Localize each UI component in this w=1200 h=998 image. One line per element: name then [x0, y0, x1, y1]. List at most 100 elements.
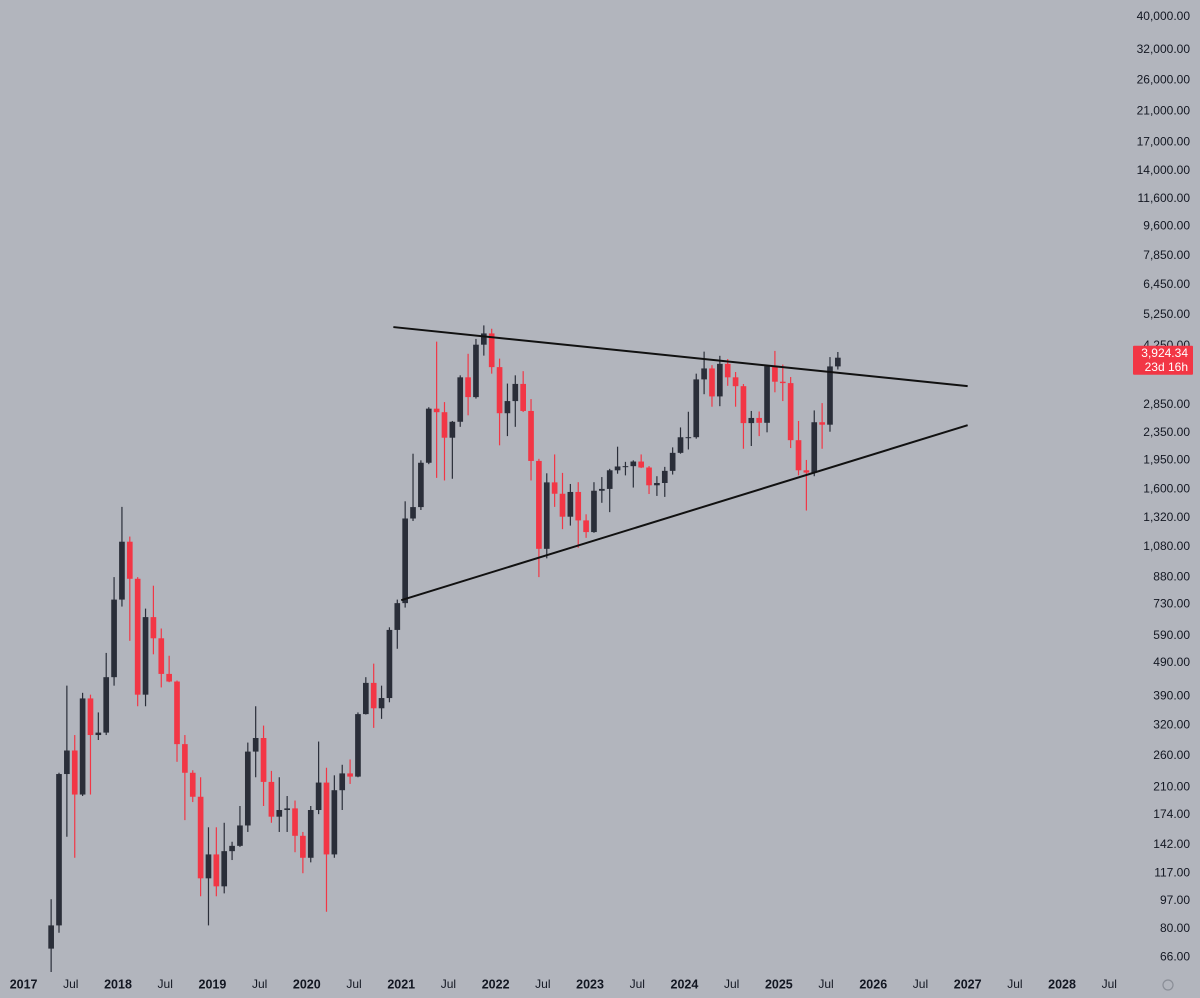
y-tick-label: 1,320.00 — [1143, 510, 1190, 524]
candle-body — [189, 772, 196, 797]
candle-body — [520, 383, 526, 411]
settings-icon[interactable] — [1162, 979, 1174, 991]
candle-body — [575, 491, 582, 521]
candle-body — [614, 466, 621, 471]
y-tick-label: 97.00 — [1160, 893, 1190, 907]
x-tick-label: 2026 — [859, 977, 887, 991]
candle-body — [543, 482, 550, 549]
candle-body — [488, 333, 495, 368]
candle-body — [701, 368, 707, 380]
candle-body — [787, 383, 794, 441]
candle-body — [480, 333, 487, 345]
y-tick-label: 26,000.00 — [1137, 72, 1191, 86]
candle-body — [465, 377, 471, 398]
candle-body — [709, 368, 715, 397]
candle-body — [276, 810, 283, 817]
y-tick-label: 260.00 — [1153, 748, 1190, 762]
candle-body — [685, 437, 692, 439]
candle-body — [410, 507, 416, 519]
candle-body — [142, 617, 149, 695]
y-tick-label: 590.00 — [1153, 628, 1190, 642]
candle-body — [638, 461, 645, 468]
y-tick-label: 1,600.00 — [1143, 482, 1190, 496]
y-tick-label: 11,600.00 — [1138, 191, 1191, 205]
candle-body — [551, 482, 558, 494]
y-tick-label: 490.00 — [1153, 655, 1190, 669]
y-tick-label: 142.00 — [1153, 837, 1190, 851]
y-tick-label: 80.00 — [1160, 921, 1190, 935]
x-tick-label: Jul — [1102, 977, 1117, 991]
candle-body — [567, 491, 574, 517]
candle-body — [323, 782, 330, 855]
candle-body — [772, 366, 778, 382]
x-tick-label: Jul — [1007, 977, 1022, 991]
candle-body — [669, 452, 676, 471]
plot-area — [48, 325, 968, 972]
candle-body — [347, 773, 353, 777]
candle-body — [441, 412, 448, 438]
candle-body — [315, 782, 322, 811]
y-tick-label: 40,000.00 — [1137, 9, 1191, 23]
x-tick-label: Jul — [252, 977, 267, 991]
x-tick-label: Jul — [158, 977, 173, 991]
candle-body — [300, 835, 306, 858]
candle-body — [457, 377, 464, 422]
candle-body — [362, 682, 369, 715]
candle-body — [819, 422, 825, 425]
x-tick-label: 2021 — [387, 977, 415, 991]
candle-body — [252, 738, 259, 752]
x-tick-label: 2019 — [199, 977, 227, 991]
candle-body — [732, 377, 739, 387]
candle-body — [599, 488, 605, 491]
candle-body — [496, 367, 503, 414]
last-price-box — [1133, 345, 1193, 375]
candle-body — [504, 401, 511, 414]
candle-body — [724, 363, 731, 378]
candle-body — [307, 810, 314, 858]
candle-body — [677, 437, 684, 453]
candle-body — [473, 344, 479, 398]
candle-body — [827, 366, 833, 425]
candle-body — [284, 808, 290, 811]
y-tick-label: 2,350.00 — [1143, 425, 1190, 439]
x-tick-label: 2020 — [293, 977, 321, 991]
candle-body — [433, 408, 440, 413]
candle-body — [182, 744, 188, 773]
candle-body — [803, 470, 810, 473]
candle-body — [512, 383, 519, 402]
y-tick-label: 1,080.00 — [1143, 539, 1190, 553]
y-tick-label: 7,850.00 — [1143, 248, 1190, 262]
y-tick-label: 730.00 — [1153, 597, 1190, 611]
last-price-label: 3,924.34 — [1141, 346, 1188, 360]
candle-body — [205, 854, 212, 879]
x-tick-label: 2025 — [765, 977, 793, 991]
candle-body — [355, 714, 361, 777]
candle-body — [795, 440, 802, 471]
y-tick-label: 174.00 — [1153, 807, 1190, 821]
x-tick-label: Jul — [441, 977, 456, 991]
candle-body — [591, 490, 597, 533]
x-tick-label: 2028 — [1048, 977, 1076, 991]
y-tick-label: 32,000.00 — [1137, 42, 1191, 56]
candle-body — [221, 851, 228, 887]
candle-body — [166, 673, 172, 682]
candle-body — [654, 482, 660, 486]
candle-body — [268, 781, 275, 817]
candle-body — [425, 408, 432, 463]
candle-body — [402, 518, 408, 604]
candle-body — [237, 825, 243, 846]
x-tick-label: 2018 — [104, 977, 132, 991]
candle-body — [150, 617, 157, 639]
candle-body — [449, 421, 456, 438]
candle-body — [779, 381, 786, 384]
x-tick-label: Jul — [535, 977, 550, 991]
candle-body — [111, 599, 117, 678]
y-tick-label: 320.00 — [1153, 718, 1190, 732]
candle-body — [174, 681, 180, 745]
y-tick-label: 66.00 — [1160, 949, 1190, 963]
candle-body — [292, 808, 298, 836]
x-tick-label: Jul — [630, 977, 645, 991]
countdown: 23d 16h — [1145, 360, 1188, 374]
y-tick-label: 117.00 — [1154, 865, 1190, 879]
